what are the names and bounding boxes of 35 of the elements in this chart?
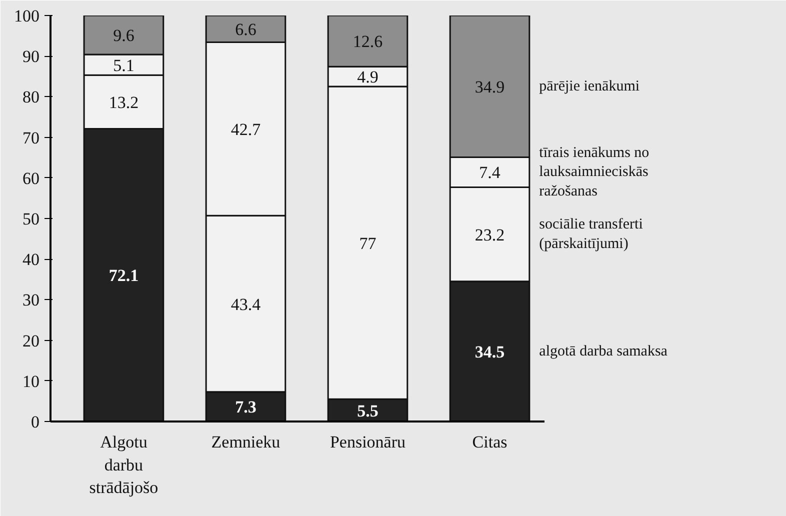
x-tick-label: Pensionāru <box>330 432 406 452</box>
y-tick-label: 20 <box>22 331 40 350</box>
y-tick-label: 40 <box>22 250 40 270</box>
data-label: 7.4 <box>479 163 501 182</box>
data-label: 43.4 <box>230 294 262 314</box>
data-label: 13.2 <box>108 92 139 112</box>
y-tick-label: 50 <box>22 210 40 228</box>
y-tick-label: 70 <box>22 128 40 148</box>
series-label: sociālie transferti (pārskaitījumi) <box>539 216 643 252</box>
y-tick-label: 10 <box>22 372 40 391</box>
x-tick-label: Algotu darbu strādājošo <box>89 432 158 498</box>
data-label: 42.7 <box>230 120 262 139</box>
x-tick-label: Zemnieku <box>211 432 281 452</box>
data-label: 23.2 <box>474 225 505 244</box>
data-label: 9.6 <box>113 26 134 45</box>
data-label: 4.9 <box>357 68 378 87</box>
y-tick-label: 90 <box>22 47 40 66</box>
y-tick-label: 60 <box>22 168 40 188</box>
data-label: 34.5 <box>474 342 505 362</box>
y-tick-label: 30 <box>22 290 40 310</box>
y-tick-label: 100 <box>14 6 40 26</box>
data-label: 7.3 <box>235 398 256 417</box>
data-label: 6.6 <box>235 20 256 39</box>
data-label: 72.1 <box>108 266 139 286</box>
data-label: 77 <box>359 234 377 253</box>
x-tick-label: Citas <box>472 432 508 452</box>
data-label: 34.9 <box>474 77 505 96</box>
series-label: pārējie ienākumi <box>539 78 640 94</box>
series-label: tīrais ienākums no lauksaimnieciskās ražošanas <box>539 145 650 200</box>
y-tick-label: 0 <box>31 412 40 432</box>
data-label: 5.1 <box>113 56 134 75</box>
series-label: algotā darba samaksa <box>539 343 668 360</box>
y-tick-label: 80 <box>22 88 40 107</box>
data-label: 5.5 <box>357 401 378 420</box>
data-label: 12.6 <box>352 32 383 52</box>
